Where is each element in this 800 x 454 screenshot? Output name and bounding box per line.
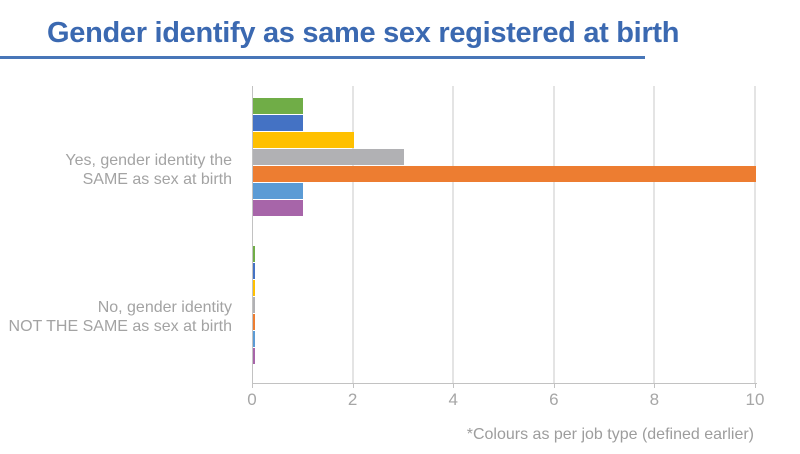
category-label-yes-line2: SAME as sex at birth <box>82 171 232 188</box>
chart-title: Gender identify as same sex registered a… <box>47 17 680 49</box>
bar-green-cat1 <box>253 246 255 262</box>
gridline-6 <box>552 86 555 383</box>
x-axis-tick-8 <box>654 383 656 388</box>
bar-yellow-cat1 <box>253 280 255 296</box>
x-tick-label-6: 6 <box>549 390 559 409</box>
category-label-yes: Yes, gender identity the SAME as sex at … <box>0 151 232 189</box>
category-label-no-line1: No, gender identity <box>97 299 232 316</box>
x-tick-label-0: 0 <box>247 390 257 409</box>
x-axis-tick-10 <box>755 383 756 388</box>
bar-orange-cat0 <box>253 166 756 182</box>
x-axis-line <box>252 383 757 384</box>
category-label-no: No, gender identity NOT THE SAME as sex … <box>0 298 232 336</box>
gridline-2 <box>351 86 354 383</box>
x-axis-tick-4 <box>453 383 455 388</box>
bar-light-blue-cat1 <box>253 331 255 347</box>
bar-gray-cat1 <box>253 297 255 313</box>
bar-gray-cat0 <box>253 149 404 165</box>
bar-dark-blue-cat0 <box>253 115 304 131</box>
y-axis-line <box>252 86 253 388</box>
bar-light-blue-cat0 <box>253 183 304 199</box>
footnote: *Colours as per job type (defined earlie… <box>466 426 754 443</box>
x-tick-label-2: 2 <box>347 390 358 409</box>
bar-purple-cat0 <box>253 200 304 216</box>
title-underline-rule <box>0 56 645 59</box>
bar-orange-cat1 <box>253 314 255 330</box>
gridline-8 <box>653 86 656 383</box>
x-tick-label-4: 4 <box>448 390 458 409</box>
bar-green-cat0 <box>253 98 304 114</box>
bar-purple-cat1 <box>253 348 255 364</box>
bar-dark-blue-cat1 <box>253 263 255 279</box>
gridline-4 <box>452 86 455 383</box>
bar-yellow-cat0 <box>253 132 354 148</box>
x-axis-tick-6 <box>553 383 555 388</box>
x-axis-tick-2 <box>352 383 354 388</box>
gridline-10 <box>754 86 756 383</box>
category-label-yes-line1: Yes, gender identity the <box>65 152 232 169</box>
category-label-no-line2: NOT THE SAME as sex at birth <box>8 318 232 335</box>
x-tick-label-10: 10 <box>745 390 765 409</box>
x-tick-label-8: 8 <box>649 390 660 409</box>
